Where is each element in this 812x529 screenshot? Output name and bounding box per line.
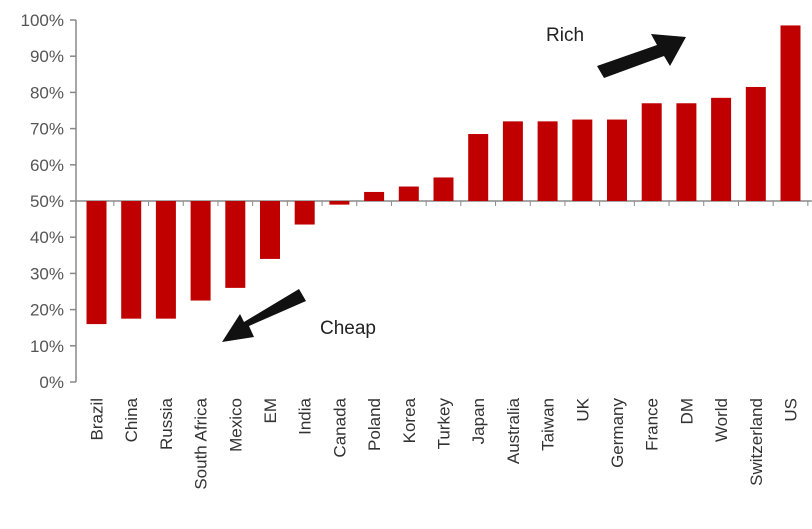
bar-dm <box>676 103 697 201</box>
annotations: Rich Cheap <box>222 25 686 342</box>
y-tick-label: 70% <box>30 120 64 139</box>
y-tick-label: 50% <box>30 192 64 211</box>
x-tick-label: France <box>643 398 662 451</box>
y-tick-label: 40% <box>30 228 64 247</box>
bar-turkey <box>433 177 454 201</box>
x-tick-label: UK <box>573 397 592 421</box>
bar-india <box>294 201 315 225</box>
x-tick-label: South Africa <box>192 397 211 489</box>
x-tick-label: Turkey <box>435 398 454 450</box>
y-tick-label: 0% <box>39 373 64 392</box>
bars <box>86 25 809 325</box>
x-tick-label: US <box>782 398 801 422</box>
bar-australia <box>502 121 523 201</box>
annotation-cheap: Cheap <box>320 318 376 339</box>
x-tick-label: Germany <box>608 398 627 468</box>
bar-poland <box>364 191 385 201</box>
x-tick-label: Switzerland <box>747 398 766 486</box>
bar-uk <box>572 119 593 201</box>
y-tick-label: 80% <box>30 83 64 102</box>
bar-brazil <box>86 201 107 325</box>
bar-china <box>121 201 142 319</box>
bar-em <box>260 201 280 259</box>
bar-mexico <box>225 201 246 288</box>
x-tick-label: Canada <box>330 397 349 457</box>
x-tick-label: Australia <box>504 397 523 464</box>
bar-korea <box>398 186 419 201</box>
bar-switzerland <box>745 86 766 201</box>
cheap-arrow <box>222 289 306 342</box>
x-tick-label: Taiwan <box>539 398 558 451</box>
bar-us <box>780 25 801 202</box>
y-tick-label: 10% <box>30 337 64 356</box>
x-tick-label: Poland <box>365 398 384 451</box>
bar-canada <box>329 201 350 205</box>
x-tick-label: Japan <box>469 398 488 444</box>
x-tick-label: Russia <box>157 397 176 450</box>
x-tick-label: India <box>296 397 315 434</box>
x-tick-label: China <box>122 397 141 442</box>
x-tick-label: Mexico <box>226 398 245 452</box>
bar-france <box>641 103 662 201</box>
bar-russia <box>155 201 176 319</box>
y-tick-label: 30% <box>30 264 64 283</box>
bar-world <box>711 97 732 201</box>
x-tick-label: EM <box>261 398 280 424</box>
bar-japan <box>468 134 489 201</box>
x-tick-label: Korea <box>400 397 419 443</box>
y-tick-label: 90% <box>30 47 64 66</box>
bar-taiwan <box>537 121 558 201</box>
bar-south-africa <box>190 201 211 301</box>
y-tick-label: 20% <box>30 301 64 320</box>
y-tick-label: 100% <box>21 11 64 30</box>
x-tick-label: Brazil <box>88 398 107 441</box>
rich-arrow <box>597 34 686 78</box>
x-tick-label: World <box>712 398 731 442</box>
x-axis-labels: Brazil China Russia South Africa Mexico EM Ind… <box>88 397 801 489</box>
bar-germany <box>607 119 627 201</box>
y-tick-label: 60% <box>30 156 64 175</box>
annotation-rich: Rich <box>546 25 584 46</box>
x-tick-label: DM <box>677 398 696 424</box>
